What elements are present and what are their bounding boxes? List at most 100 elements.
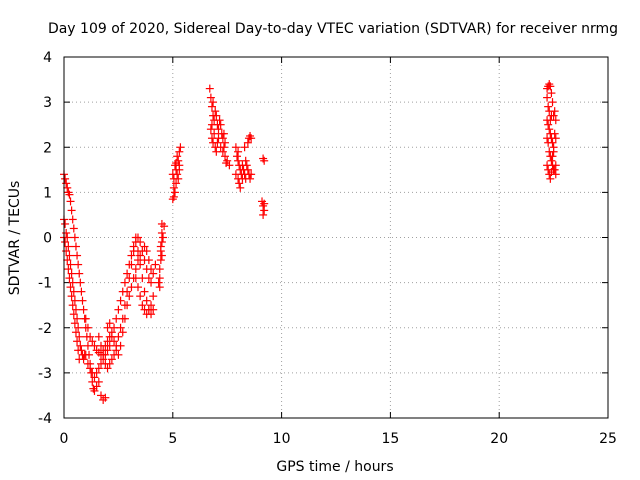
data-point <box>206 125 215 134</box>
data-points <box>60 80 560 404</box>
data-point <box>103 364 112 373</box>
data-point <box>70 233 79 242</box>
data-point <box>94 377 103 386</box>
data-point <box>548 138 557 147</box>
data-point <box>219 129 228 138</box>
data-point <box>548 98 557 107</box>
x-tick-label: 5 <box>168 431 177 447</box>
data-point <box>147 301 156 310</box>
data-point <box>123 301 132 310</box>
data-point <box>74 260 83 269</box>
plot-frame <box>63 56 609 419</box>
data-point <box>214 134 223 143</box>
data-point <box>66 197 75 206</box>
data-point <box>63 256 72 265</box>
data-point <box>61 219 70 228</box>
grid-layer <box>64 57 608 418</box>
data-point <box>112 346 121 355</box>
data-point <box>176 143 185 152</box>
data-point <box>123 269 132 278</box>
data-point <box>154 278 163 287</box>
data-point <box>142 296 151 305</box>
data-point <box>88 337 97 346</box>
data-point <box>175 161 184 170</box>
data-point <box>159 233 168 242</box>
data-point <box>142 247 151 256</box>
data-point <box>169 183 178 192</box>
data-point <box>92 368 101 377</box>
data-point <box>92 382 101 391</box>
data-point <box>149 305 158 314</box>
data-point <box>64 242 73 251</box>
data-point <box>173 152 182 161</box>
data-point <box>69 224 78 233</box>
data-point <box>205 84 214 93</box>
data-point <box>215 116 224 125</box>
data-point <box>155 283 164 292</box>
data-point <box>120 314 129 323</box>
data-point <box>221 152 230 161</box>
data-point <box>155 274 164 283</box>
data-point <box>78 296 87 305</box>
data-point <box>231 170 240 179</box>
data-point <box>114 350 123 359</box>
data-point <box>235 179 244 188</box>
data-point <box>127 251 136 260</box>
data-point <box>149 269 158 278</box>
x-tick-label: 10 <box>273 431 291 447</box>
x-tick-label: 20 <box>490 431 508 447</box>
data-point <box>543 93 552 102</box>
data-point <box>543 116 552 125</box>
data-point <box>73 314 82 323</box>
y-tick-label: 2 <box>43 140 52 156</box>
data-point <box>169 192 178 201</box>
data-point <box>63 183 72 192</box>
data-point <box>103 346 112 355</box>
data-point <box>67 206 76 215</box>
data-point <box>65 190 74 199</box>
data-point <box>71 305 80 314</box>
data-point <box>99 350 108 359</box>
data-point <box>73 337 82 346</box>
data-point <box>547 168 556 177</box>
data-point <box>67 292 76 301</box>
data-point <box>147 278 156 287</box>
data-point <box>79 305 88 314</box>
y-tick-label: -4 <box>38 411 52 427</box>
data-point <box>550 129 559 138</box>
data-point <box>118 328 127 337</box>
data-point <box>243 165 252 174</box>
data-point <box>551 161 560 170</box>
data-point <box>81 314 90 323</box>
data-point <box>551 116 560 125</box>
data-point <box>545 125 554 134</box>
data-point <box>219 143 228 152</box>
data-point <box>69 310 78 319</box>
data-point <box>551 170 560 179</box>
data-point <box>213 138 222 147</box>
data-point <box>136 260 145 269</box>
data-point <box>116 323 125 332</box>
data-point <box>81 350 90 359</box>
data-point <box>83 359 92 368</box>
data-point <box>116 296 125 305</box>
x-tick-label: 0 <box>60 431 69 447</box>
data-point <box>110 337 119 346</box>
y-tick-label: 0 <box>43 231 52 247</box>
data-point <box>243 138 252 147</box>
data-point <box>66 260 75 269</box>
data-point <box>156 242 165 251</box>
data-point <box>247 170 256 179</box>
data-point <box>546 174 555 183</box>
data-point <box>140 242 149 251</box>
data-point <box>70 319 79 328</box>
data-point <box>260 206 269 215</box>
data-point <box>71 328 80 337</box>
data-point <box>73 251 82 260</box>
data-point <box>170 188 179 197</box>
data-point <box>551 134 560 143</box>
data-point <box>125 292 134 301</box>
data-point <box>76 341 85 350</box>
data-point <box>123 287 132 296</box>
x-tick-label: 25 <box>599 431 617 447</box>
